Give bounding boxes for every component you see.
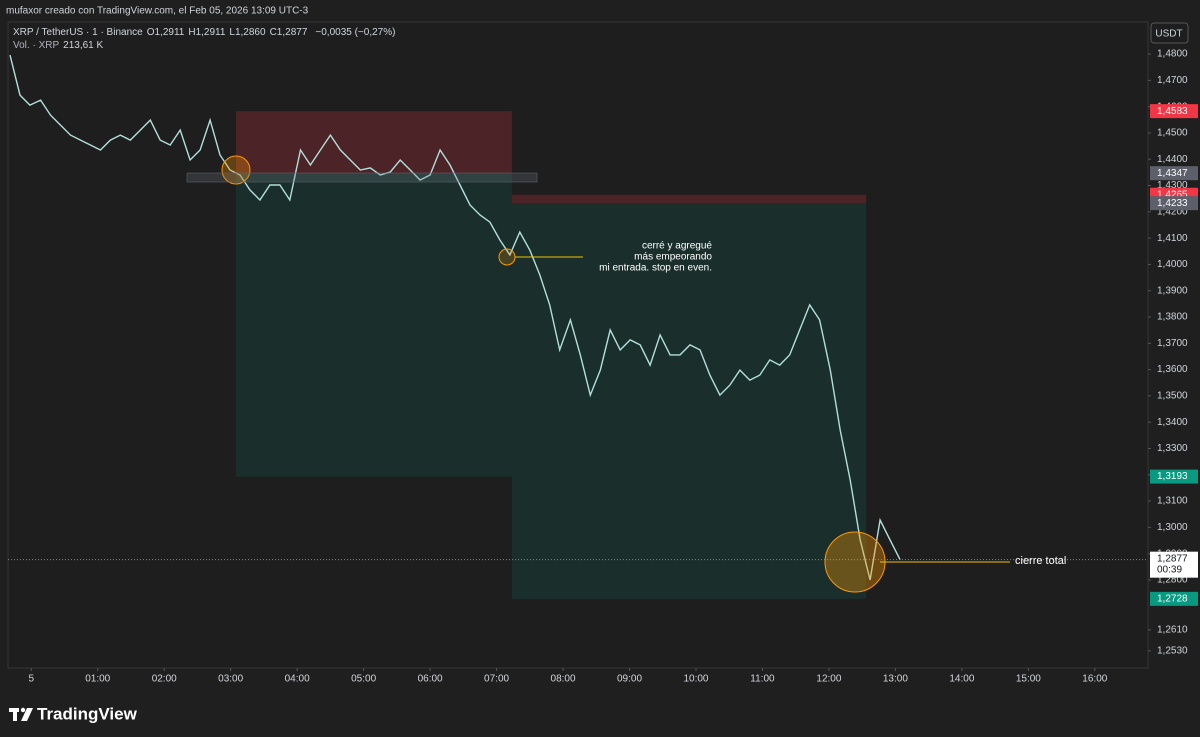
x-tick-label: 09:00	[617, 674, 642, 685]
price-label: 1,2728	[1157, 593, 1188, 604]
ohlc: O1,2911 H1,2911 L1,2860 C1,2877	[147, 27, 312, 38]
currency-button[interactable]	[1150, 22, 1189, 44]
ohlc-value: 1,2860	[234, 27, 266, 38]
price-line	[9, 54, 901, 581]
logo	[9, 707, 33, 721]
y-tick-label: 1,3300	[1157, 443, 1188, 454]
legend-row: Vol. · XRP 213,61 K	[13, 39, 399, 52]
annotation: más empeorando	[634, 252, 712, 263]
price-label-bg	[1150, 166, 1198, 181]
y-tick-label: 1,4800	[1157, 49, 1188, 60]
logo-bar	[13, 708, 17, 721]
price-label: 1,4347	[1157, 168, 1188, 179]
symbol: XRP / TetherUS · 1 · Binance	[13, 27, 143, 38]
x-tick-label: 13:00	[883, 674, 908, 685]
logo-shape	[21, 708, 33, 721]
x-tick-label: 07:00	[484, 674, 509, 685]
x-tick-label: 14:00	[949, 674, 974, 685]
target-zone	[511, 203, 867, 599]
x-tick-label: 01:00	[85, 674, 110, 685]
price-label: 1,4265	[1157, 189, 1188, 200]
annotation: mi entrada. stop en even.	[599, 263, 712, 274]
currency[interactable]: USDT	[1155, 29, 1182, 40]
price-label-bg	[1150, 469, 1198, 484]
countdown: 00:39	[1157, 564, 1182, 575]
y-tick-label: 1,3600	[1157, 364, 1188, 375]
y-tick-label: 1,4400	[1157, 154, 1188, 165]
brand: TradingView	[37, 704, 138, 723]
y-tick-label: 1,4000	[1157, 259, 1188, 270]
x-tick-label: 06:00	[418, 674, 443, 685]
x-tick-label: 03:00	[218, 674, 243, 685]
legend: XRP / TetherUS · 1 · Binance O1,2911 H1,29…	[13, 26, 399, 52]
y-tick-label: 1,3800	[1157, 312, 1188, 323]
target-zone	[236, 173, 512, 477]
y-tick-label: 1,2610	[1157, 625, 1188, 636]
marker	[221, 155, 251, 185]
y-tick-label: 1,4700	[1157, 75, 1188, 86]
last-price-bg	[1150, 551, 1198, 578]
price-label: 1,4583	[1157, 106, 1188, 117]
y-tick-label: 1,3700	[1157, 338, 1188, 349]
y-tick-label: 1,4200	[1157, 206, 1188, 217]
x-tick-label: 11:00	[750, 674, 775, 685]
x-tick-label: 04:00	[285, 674, 310, 685]
price-label-bg	[1150, 104, 1198, 119]
y-tick-label: 1,4500	[1157, 128, 1188, 139]
x-tick-label: 02:00	[152, 674, 177, 685]
x-tick-label: 5	[28, 674, 34, 685]
y-tick-label: 1,4300	[1157, 180, 1188, 191]
y-tick-label: 1,3500	[1157, 391, 1188, 402]
x-tick-label: 08:00	[551, 674, 576, 685]
range-box	[186, 172, 538, 183]
price-label: 1,4233	[1157, 198, 1188, 209]
y-tick-label: 1,2800	[1157, 575, 1188, 586]
x-tick-label: 12:00	[816, 674, 841, 685]
x-tick-label: 05:00	[351, 674, 376, 685]
x-tick-label: 15:00	[1016, 674, 1041, 685]
marker	[824, 531, 886, 593]
change: −0,0035 (−0,27%)	[315, 27, 396, 38]
logo-dot	[20, 707, 26, 713]
price-label-bg	[1150, 591, 1198, 606]
ohlc-key: L	[229, 27, 235, 38]
ohlc-key: H	[188, 27, 196, 38]
plot: 1,48001,47001,46001,45001,44001,43001,42…	[8, 49, 1198, 685]
y-tick-label: 1,2530	[1157, 646, 1188, 657]
marker	[498, 248, 516, 266]
y-tick-label: 1,4100	[1157, 233, 1188, 244]
price-label: 1,3193	[1157, 471, 1188, 482]
last-price: 1,2877	[1157, 553, 1188, 564]
y-tick-label: 1,3900	[1157, 285, 1188, 296]
ohlc-key: O	[146, 27, 155, 38]
caption: mufaxor creado con TradingView.com, el F…	[6, 6, 309, 17]
price-label-bg	[1150, 196, 1198, 211]
ohlc-value: 1,2877	[276, 27, 308, 38]
volume-label: Vol. · XRP	[13, 40, 60, 51]
x-tick-label: 16:00	[1082, 674, 1107, 685]
annotation: cerré y agregué	[642, 241, 712, 252]
y-tick-label: 1,3400	[1157, 417, 1188, 428]
x-tick-label: 10:00	[683, 674, 708, 685]
annotation: cierre total	[1015, 555, 1066, 567]
stop-zone	[236, 111, 512, 174]
legend-row: XRP / TetherUS · 1 · Binance O1,2911 H1,29…	[13, 26, 399, 39]
ohlc-value: 1,2911	[154, 27, 185, 38]
y-tick-label: 1,3100	[1157, 496, 1188, 507]
y-tick-label: 1,3000	[1157, 522, 1188, 533]
stop-zone	[511, 194, 867, 204]
ohlc-key: C	[269, 27, 277, 38]
ohlc-value: 1,2911	[195, 27, 226, 38]
volume-value: 213,61 K	[63, 40, 104, 51]
